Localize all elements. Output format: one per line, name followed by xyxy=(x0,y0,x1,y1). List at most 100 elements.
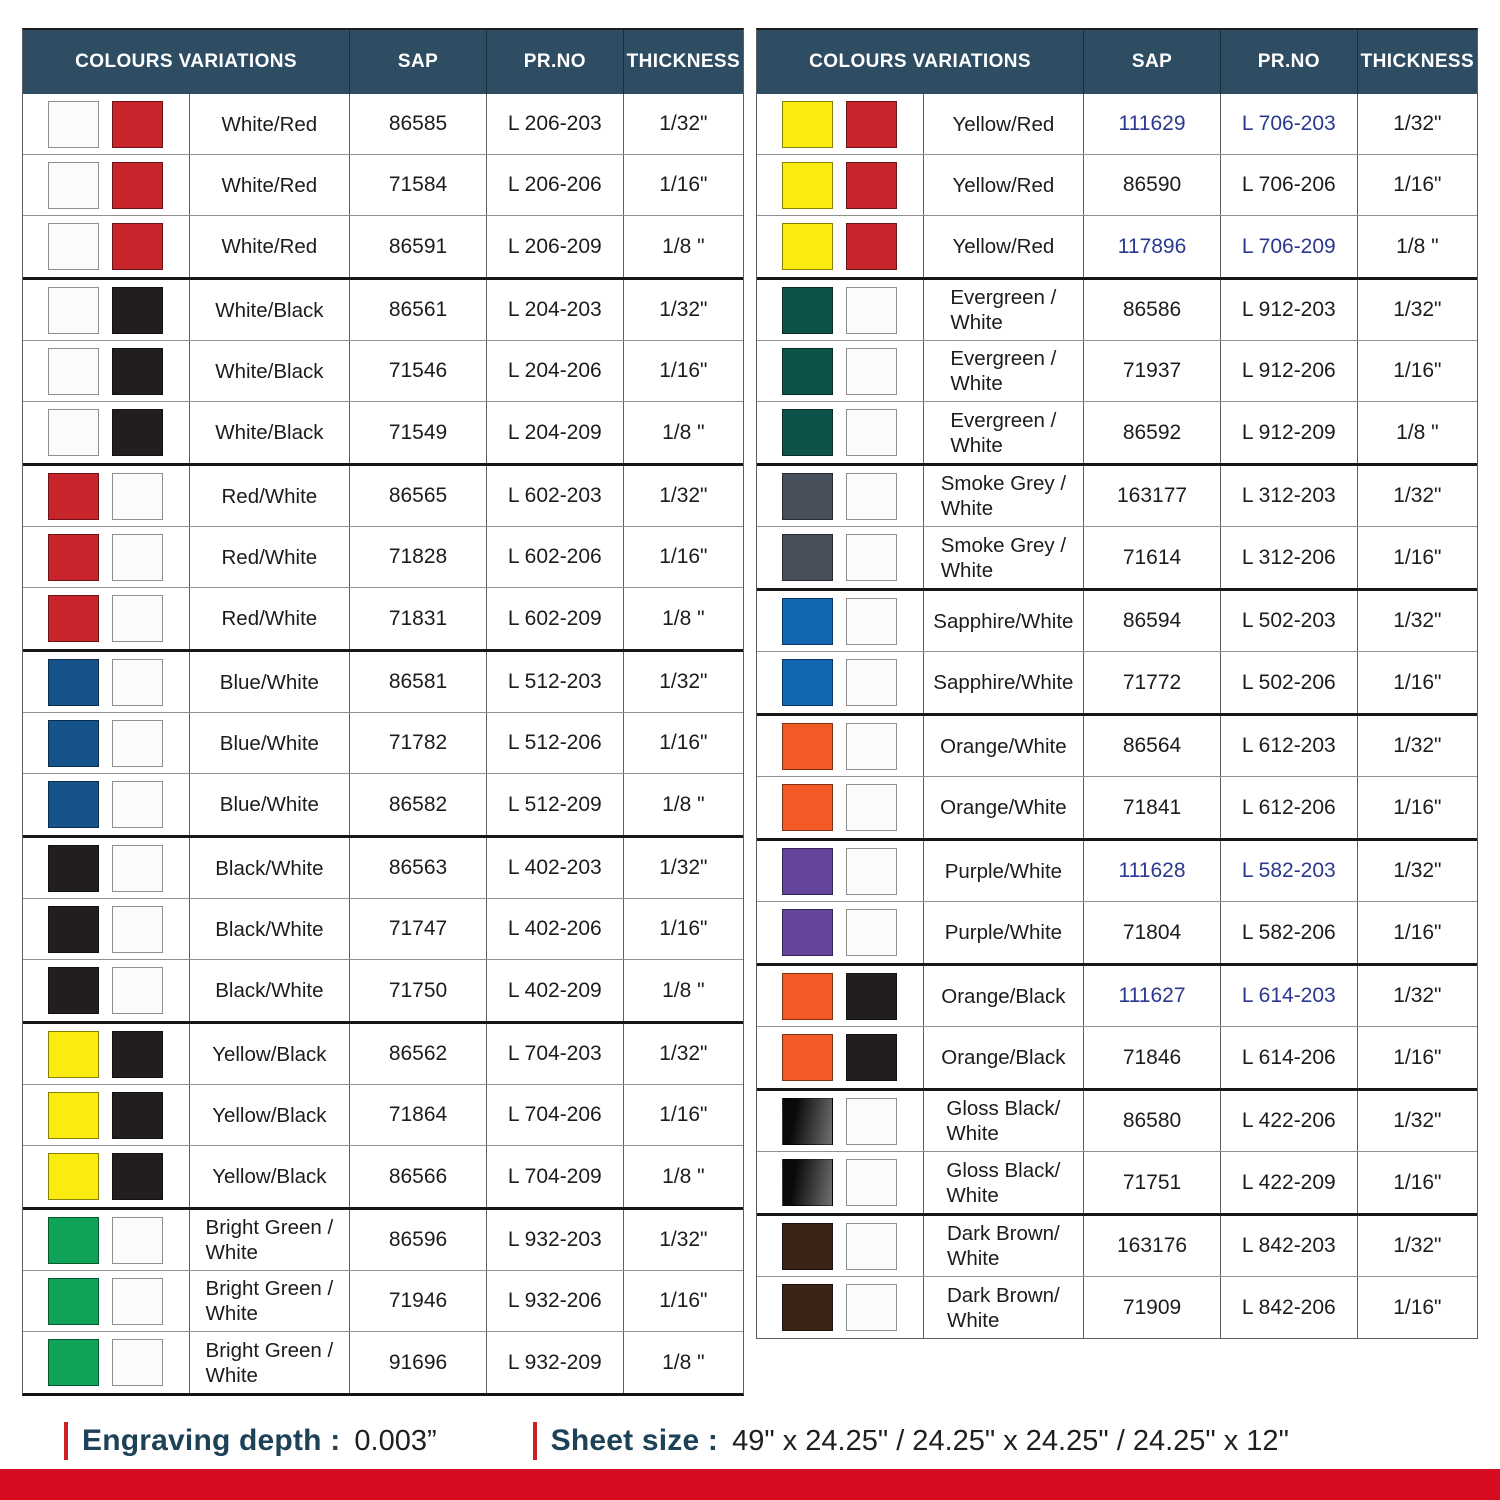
thickness-value: 1/16" xyxy=(1356,1277,1477,1338)
white-swatch xyxy=(846,1284,898,1331)
pr-number[interactable]: L 614-203 xyxy=(1219,966,1357,1026)
pr-number: L 206-206 xyxy=(485,155,623,215)
sapphire-swatch xyxy=(782,597,834,645)
sap-number: 71841 xyxy=(1083,777,1220,838)
thickness-value: 1/32" xyxy=(622,652,743,712)
color-group: Sapphire/White 86594 L 502-203 1/32" Sapphir… xyxy=(757,591,1477,716)
sap-number[interactable]: 111628 xyxy=(1083,841,1220,901)
color-label: White/Red xyxy=(221,112,318,136)
table-row: Orange/Black 71846 L 614-206 1/16" xyxy=(757,1027,1477,1088)
table-row: Red/White 86565 L 602-203 1/32" xyxy=(23,466,743,527)
thickness-value: 1/16" xyxy=(1356,1152,1477,1213)
sap-number: 86566 xyxy=(349,1146,486,1207)
color-label-cell: Blue/White xyxy=(188,652,350,712)
sap-number[interactable]: 111629 xyxy=(1083,94,1220,154)
sap-number[interactable]: 111627 xyxy=(1083,966,1220,1026)
red-swatch xyxy=(112,100,164,148)
sap-number: 86563 xyxy=(349,838,486,898)
color-label-cell: Bright Green / White xyxy=(188,1210,350,1270)
swatch-pair-cell xyxy=(23,466,189,526)
table-row: Purple/White 71804 L 582-206 1/16" xyxy=(757,902,1477,963)
color-label: Bright Green / White xyxy=(205,1338,334,1387)
swatch-pair-cell xyxy=(757,716,923,776)
color-label-cell: White/Black xyxy=(188,341,350,401)
swatch-pair-cell xyxy=(757,402,923,463)
swatch-pair-cell xyxy=(757,1277,923,1338)
color-label-cell: Purple/White xyxy=(922,902,1084,963)
color-label: Red/White xyxy=(221,545,318,569)
sap-number: 86581 xyxy=(349,652,486,712)
swatch-pair-cell xyxy=(757,216,923,277)
header-cell-pr-no: PR.NO xyxy=(1219,30,1357,94)
red-swatch xyxy=(112,223,164,270)
color-label-cell: Yellow/Red xyxy=(922,155,1084,215)
color-label-cell: Red/White xyxy=(188,588,350,649)
color-group: Blue/White 86581 L 512-203 1/32" Blue/White 7… xyxy=(23,652,743,838)
pr-number: L 612-206 xyxy=(1219,777,1357,838)
table-row: Blue/White 86581 L 512-203 1/32" xyxy=(23,652,743,713)
thickness-value: 1/32" xyxy=(622,1210,743,1270)
bright-green-swatch xyxy=(48,1277,100,1325)
sap-number: 71546 xyxy=(349,341,486,401)
purple-swatch xyxy=(782,909,834,956)
color-label: Orange/Black xyxy=(941,1046,1066,1069)
color-label: White/Red xyxy=(221,235,318,258)
swatch-pair-cell xyxy=(757,155,923,215)
color-group: Orange/White 86564 L 612-203 1/32" Orange/Wh… xyxy=(757,716,1477,841)
thickness-value: 1/32" xyxy=(622,838,743,898)
color-label-cell: Bright Green / White xyxy=(188,1271,350,1331)
white-swatch xyxy=(846,784,898,831)
table-row: Bright Green / White 86596 L 932-203 1/32" xyxy=(23,1210,743,1271)
header-cell-thickness: THICKNESS xyxy=(1356,30,1477,94)
white-swatch xyxy=(112,658,164,706)
sap-number: 86565 xyxy=(349,466,486,526)
pr-number[interactable]: L 706-203 xyxy=(1219,94,1357,154)
table-header-row: COLOURS VARIATIONS SAP PR.NO THICKNESS xyxy=(757,30,1477,94)
pr-number: L 912-203 xyxy=(1219,280,1357,340)
right-color-table: COLOURS VARIATIONS SAP PR.NO THICKNESS Yello… xyxy=(756,28,1478,1339)
swatch-pair-cell xyxy=(23,341,189,401)
pr-number[interactable]: L 706-209 xyxy=(1219,216,1357,277)
header-cell-sap: SAP xyxy=(349,30,486,94)
color-label-cell: Smoke Grey / White xyxy=(922,527,1084,588)
sap-number: 71549 xyxy=(349,402,486,463)
color-label-cell: White/Red xyxy=(188,94,350,154)
table-row: Black/White 86563 L 402-203 1/32" xyxy=(23,838,743,899)
color-label-cell: Dark Brown/ White xyxy=(922,1277,1084,1338)
sap-number: 86586 xyxy=(1083,280,1220,340)
sap-number: 71772 xyxy=(1083,652,1220,713)
swatch-pair-cell xyxy=(23,1024,189,1084)
table-row: Evergreen / White 86592 L 912-209 1/8 " xyxy=(757,402,1477,463)
pr-number: L 912-206 xyxy=(1219,341,1357,401)
table-row: Bright Green / White 91696 L 932-209 1/8 " xyxy=(23,1332,743,1393)
color-label-cell: Yellow/Black xyxy=(188,1085,350,1145)
black-swatch xyxy=(48,967,100,1014)
header-cell-sap: SAP xyxy=(1083,30,1220,94)
color-label: Gloss Black/ White xyxy=(946,1097,1061,1145)
color-label-cell: White/Black xyxy=(188,280,350,340)
sap-number[interactable]: 117896 xyxy=(1083,216,1220,277)
smoke-grey-swatch xyxy=(782,534,834,581)
color-tables-container: COLOURS VARIATIONS SAP PR.NO THICKNESS White… xyxy=(22,28,1478,1396)
pr-number: L 502-206 xyxy=(1219,652,1357,713)
color-label: White/Red xyxy=(221,173,318,197)
pr-number: L 422-206 xyxy=(1219,1091,1357,1151)
color-group: White/Red 86585 L 206-203 1/32" White/Red 715… xyxy=(23,94,743,280)
blue-swatch xyxy=(48,658,100,706)
thickness-value: 1/8 " xyxy=(622,588,743,649)
table-row: Orange/White 86564 L 612-203 1/32" xyxy=(757,716,1477,777)
color-label: Yellow/Red xyxy=(952,112,1055,136)
thickness-value: 1/16" xyxy=(1356,652,1477,713)
color-label-cell: Evergreen / White xyxy=(922,402,1084,463)
pr-number: L 582-206 xyxy=(1219,902,1357,963)
color-group: Purple/White 111628 L 582-203 1/32" Purple/W… xyxy=(757,841,1477,966)
spec-footer: Engraving depth : 0.003” Sheet size : 49… xyxy=(64,1422,1500,1460)
sap-number: 71828 xyxy=(349,527,486,587)
sheet-size-value: 49" x 24.25" / 24.25" x 24.25" / 24.25" … xyxy=(732,1424,1289,1457)
thickness-value: 1/8 " xyxy=(622,402,743,463)
header-cell-thickness: THICKNESS xyxy=(622,30,743,94)
bottom-accent-bar xyxy=(0,1469,1500,1500)
pr-number: L 932-203 xyxy=(485,1210,623,1270)
white-swatch xyxy=(112,1339,164,1386)
pr-number[interactable]: L 582-203 xyxy=(1219,841,1357,901)
